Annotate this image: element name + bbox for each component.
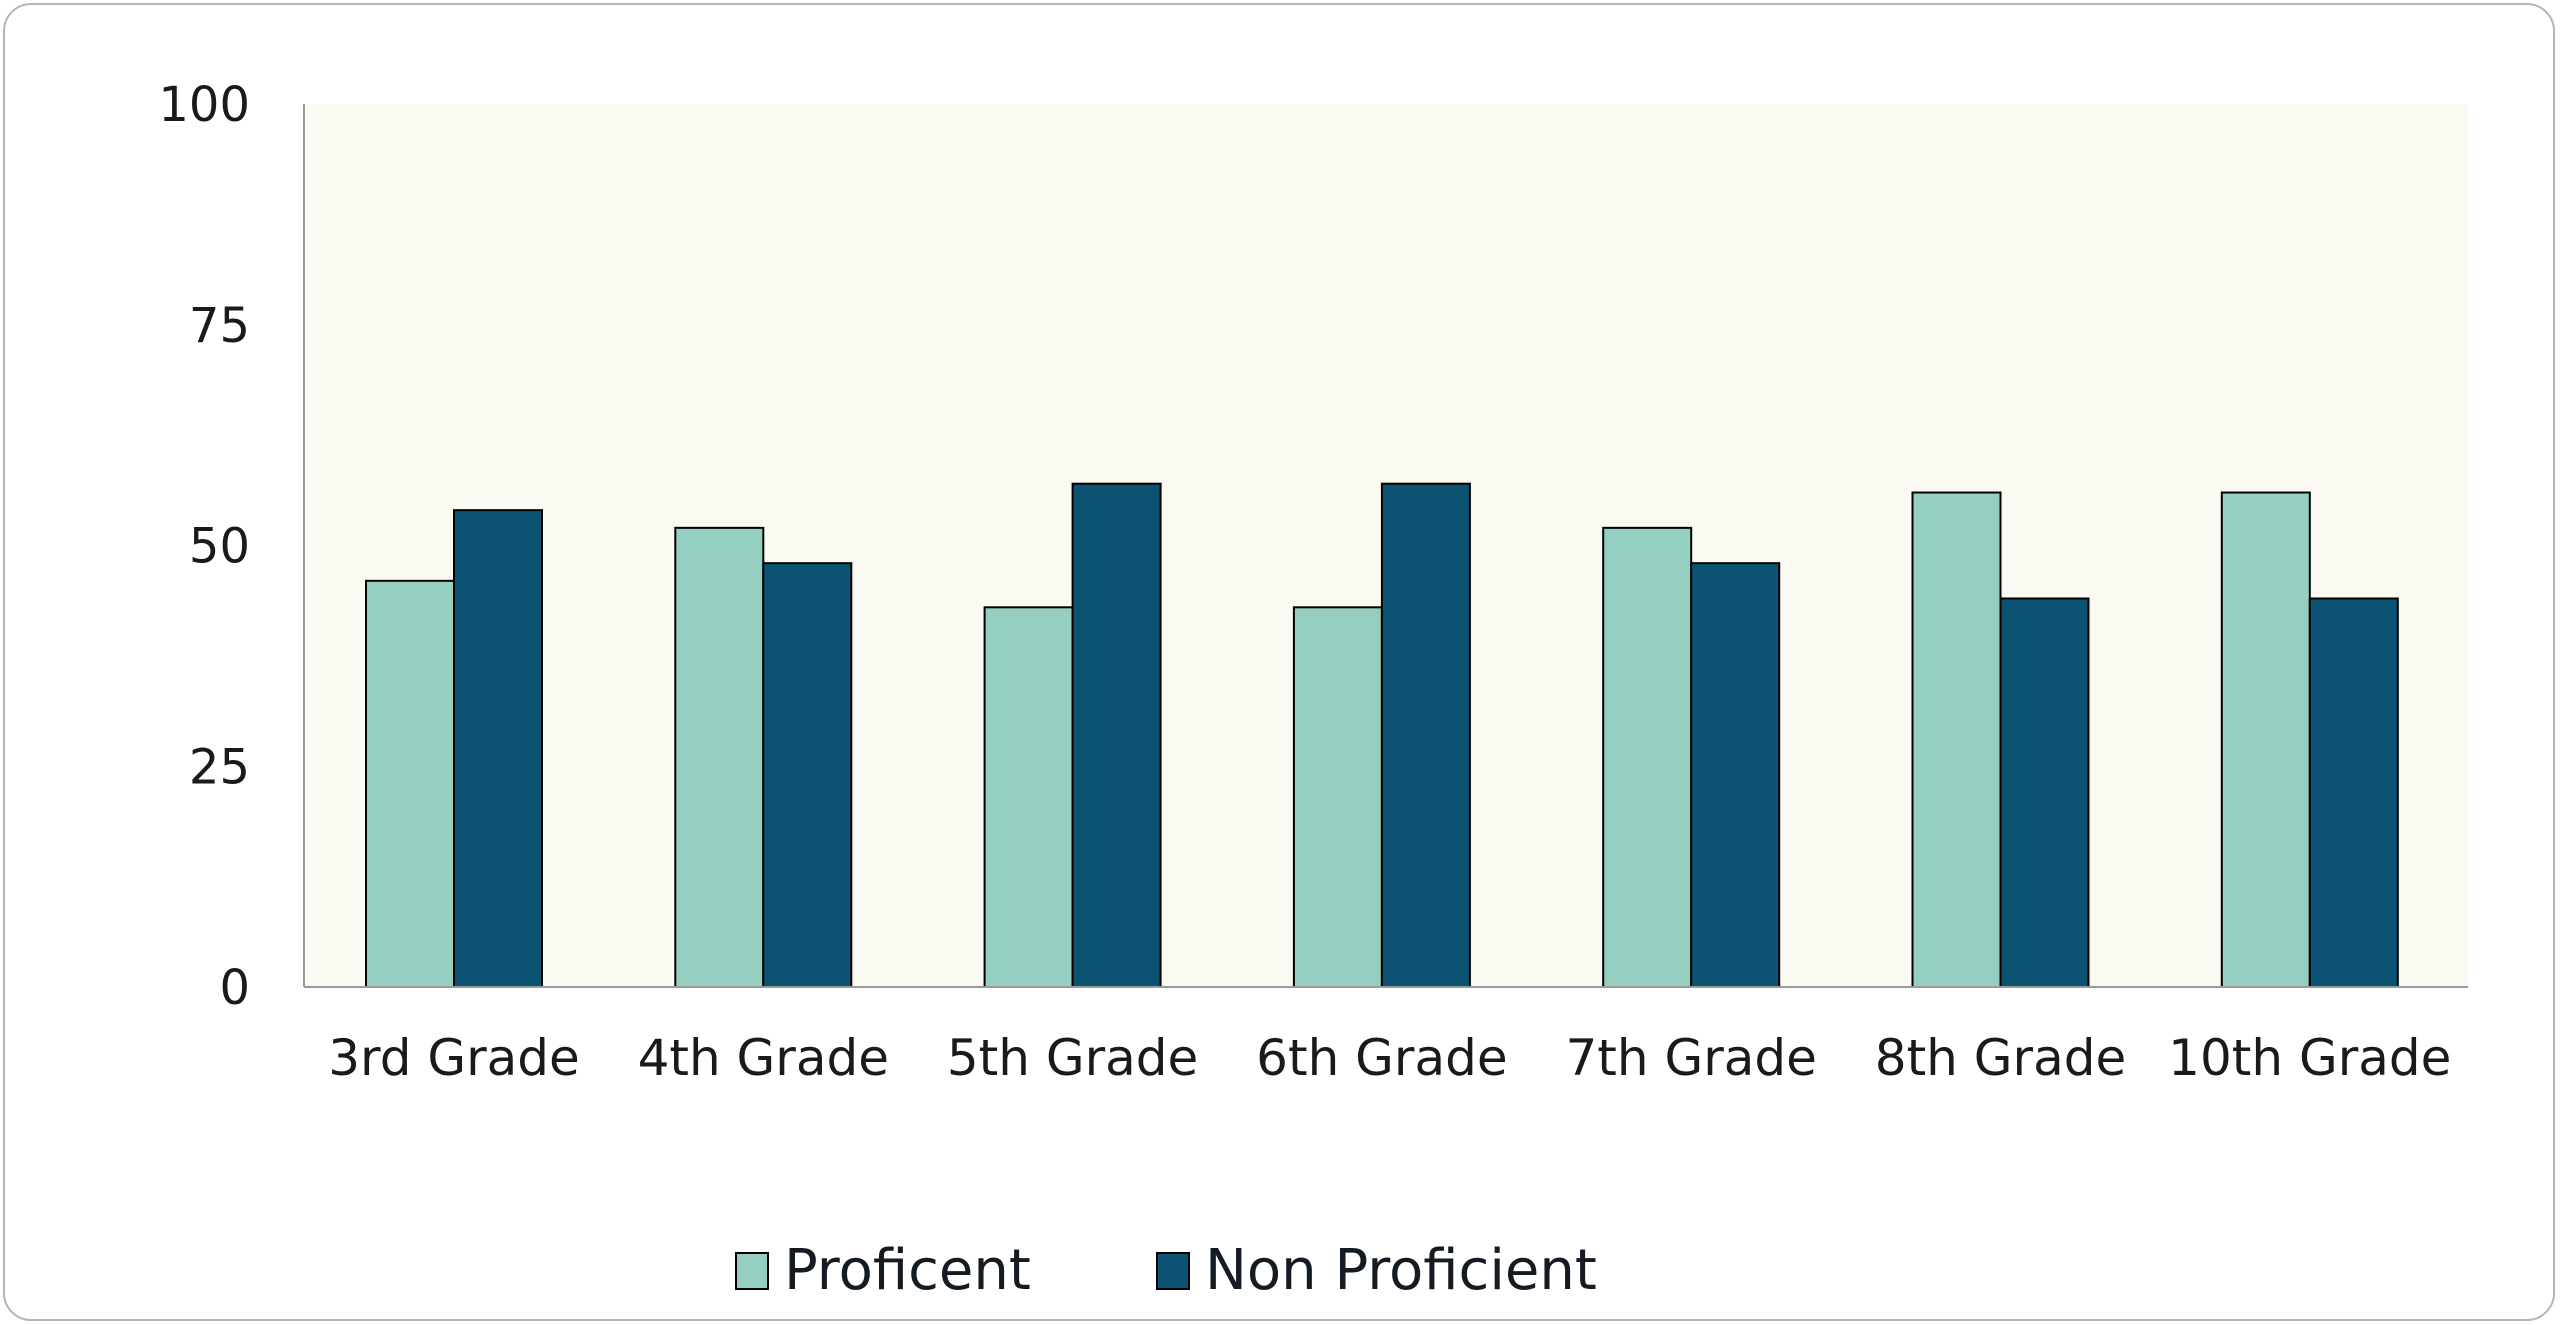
bar-non-proficient-5th-grade [1071, 482, 1162, 988]
bar-proficent-8th-grade [1911, 491, 2002, 988]
legend-swatch-proficient [735, 1252, 769, 1290]
x-tick-label: 5th Grade [947, 1029, 1198, 1087]
x-tick-label: 7th Grade [1565, 1029, 1816, 1087]
y-tick-label: 100 [158, 77, 250, 133]
bar-non-proficient-7th-grade [1690, 562, 1781, 988]
x-tick-label: 8th Grade [1875, 1029, 2126, 1087]
bar-proficent-10th-grade [2220, 491, 2311, 988]
bar-non-proficient-8th-grade [1999, 597, 2090, 988]
legend-label-non-proficient: Non Proficient [1205, 1238, 1597, 1303]
y-tick-label: 25 [189, 739, 250, 795]
bar-proficent-6th-grade [1292, 606, 1383, 988]
x-tick-label: 3rd Grade [328, 1029, 580, 1087]
x-tick-label: 4th Grade [638, 1029, 889, 1087]
y-tick-label: 0 [219, 960, 250, 1016]
bar-proficent-7th-grade [1602, 526, 1693, 989]
x-tick-label: 10th Grade [2168, 1029, 2451, 1087]
bar-proficent-4th-grade [674, 526, 765, 989]
legend-label-proficient: Proficent [784, 1238, 1031, 1303]
legend-swatch-non-proficient [1156, 1252, 1190, 1290]
bar-non-proficient-6th-grade [1380, 482, 1471, 988]
y-tick-label: 50 [189, 519, 250, 575]
x-tick-label: 6th Grade [1256, 1029, 1507, 1087]
bar-proficent-5th-grade [983, 606, 1074, 988]
bar-non-proficient-3rd-grade [453, 509, 543, 988]
legend: Proficent Non Proficient [735, 1238, 1597, 1303]
bar-non-proficient-4th-grade [762, 562, 853, 988]
bar-non-proficient-10th-grade [2308, 597, 2399, 988]
y-tick-label: 75 [189, 298, 250, 354]
bar-proficent-3rd-grade [365, 579, 455, 988]
